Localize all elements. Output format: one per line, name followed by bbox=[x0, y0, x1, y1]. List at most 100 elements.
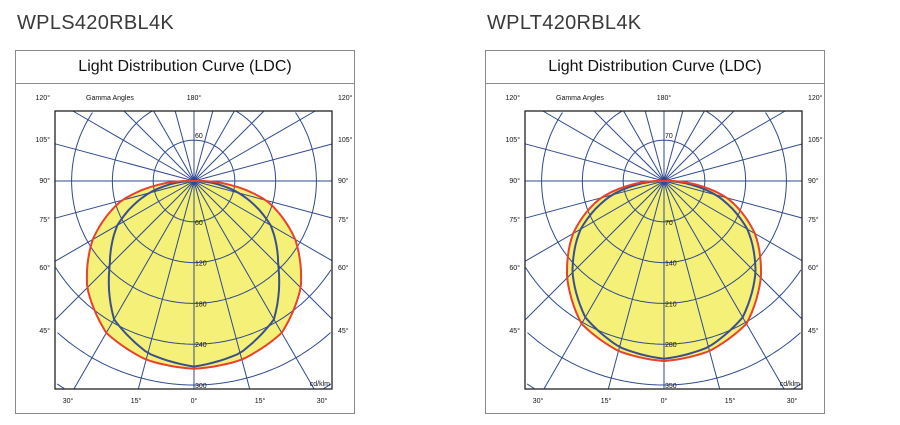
grid-spoke bbox=[663, 143, 803, 182]
ring-label: 180 bbox=[195, 301, 207, 308]
angle-label: 75° bbox=[509, 216, 520, 224]
angle-label: 90° bbox=[808, 177, 819, 185]
grid-spoke bbox=[524, 143, 665, 182]
ring-label: 140 bbox=[665, 261, 677, 268]
grid-spoke bbox=[542, 110, 665, 182]
angle-label: 75° bbox=[338, 216, 349, 224]
grid-spoke bbox=[644, 110, 665, 182]
angle-label: 15° bbox=[131, 397, 142, 405]
grid-ring bbox=[55, 267, 332, 345]
grid-spoke bbox=[193, 180, 333, 320]
angle-label: 0° bbox=[661, 397, 668, 405]
axis-label: Gamma Angles bbox=[556, 95, 604, 102]
plot-frame bbox=[54, 110, 333, 390]
angle-label: 45° bbox=[509, 327, 520, 335]
intensity-curve bbox=[85, 180, 303, 370]
grid-spoke bbox=[123, 110, 195, 182]
chart-title: Light Distribution Curve (LDC) bbox=[486, 51, 824, 84]
angle-label: 60° bbox=[39, 264, 50, 272]
ring-label: 240 bbox=[195, 342, 207, 349]
grid-spoke bbox=[193, 110, 316, 182]
angle-label: 15° bbox=[601, 397, 612, 405]
grid-spoke bbox=[593, 110, 665, 182]
angle-label: 60° bbox=[808, 264, 819, 272]
grid-spoke bbox=[73, 180, 195, 390]
grid-spoke bbox=[54, 180, 195, 262]
grid-ring bbox=[541, 112, 787, 304]
plot-area bbox=[54, 110, 333, 390]
grid-spoke bbox=[193, 180, 251, 390]
grid-spoke bbox=[54, 180, 195, 321]
grid-ring bbox=[581, 110, 747, 264]
grid-spoke bbox=[663, 110, 735, 182]
grid-spoke bbox=[524, 180, 665, 321]
grid-spoke bbox=[663, 180, 803, 320]
grid-ring bbox=[525, 267, 802, 345]
grid-ring bbox=[527, 332, 801, 386]
axis-label: Gamma Angles bbox=[86, 95, 134, 102]
angle-label: 60° bbox=[509, 264, 520, 272]
grid-ring bbox=[71, 112, 317, 304]
grid-spoke bbox=[193, 110, 214, 182]
grid-spoke bbox=[543, 180, 665, 390]
angle-label: 30° bbox=[63, 397, 74, 405]
grid-spoke bbox=[663, 180, 785, 390]
grid-spoke bbox=[524, 180, 665, 262]
angle-label: 0° bbox=[191, 397, 198, 405]
grid-spoke bbox=[54, 143, 195, 182]
angle-label: 105° bbox=[506, 136, 521, 144]
angle-label: 45° bbox=[338, 327, 349, 335]
model-name-left: WPLS420RBL4K bbox=[17, 12, 175, 34]
grid-spoke bbox=[72, 110, 195, 182]
grid-spoke bbox=[174, 110, 195, 182]
ring-label: 70 bbox=[665, 133, 673, 140]
angle-label: 120° bbox=[506, 94, 521, 102]
grid-ring bbox=[57, 332, 331, 386]
angle-label: 105° bbox=[338, 136, 353, 144]
angle-label: 15° bbox=[255, 397, 266, 405]
angle-label: 90° bbox=[509, 177, 520, 185]
grid-ring bbox=[526, 383, 802, 390]
grid-spoke bbox=[193, 143, 333, 182]
angle-label: 60° bbox=[338, 264, 349, 272]
ring-label: 60 bbox=[195, 220, 203, 227]
angle-label: 90° bbox=[338, 177, 349, 185]
angle-label: 15° bbox=[725, 397, 736, 405]
grid-spoke bbox=[663, 180, 803, 219]
angle-label: 90° bbox=[39, 177, 50, 185]
grid-ring bbox=[56, 383, 332, 390]
angle-label: 75° bbox=[39, 216, 50, 224]
ring-label: 300 bbox=[195, 383, 207, 390]
angle-label: 105° bbox=[36, 136, 51, 144]
angle-label: 30° bbox=[787, 397, 798, 405]
grid-spoke bbox=[663, 110, 705, 182]
intensity-curve bbox=[566, 180, 762, 363]
intensity-curve bbox=[107, 179, 281, 368]
ring-label: 210 bbox=[665, 301, 677, 308]
grid-spoke bbox=[193, 110, 235, 182]
grid-spoke bbox=[137, 180, 195, 390]
ring-label: 120 bbox=[195, 261, 207, 268]
grid-spoke bbox=[663, 110, 786, 182]
model-name-right: WPLT420RBL4K bbox=[487, 12, 642, 34]
unit-label: cd/klm bbox=[310, 381, 330, 388]
angle-label: 30° bbox=[533, 397, 544, 405]
plot-frame bbox=[524, 110, 803, 390]
grid-spoke bbox=[193, 180, 333, 262]
angle-label: 180° bbox=[657, 94, 672, 102]
ring-label: 70 bbox=[665, 220, 673, 227]
grid-spoke bbox=[193, 110, 265, 182]
angle-label: 180° bbox=[187, 94, 202, 102]
angle-label: 30° bbox=[317, 397, 328, 405]
ldc-panel-left: Light Distribution Curve (LDC) 60 60 120 18… bbox=[15, 50, 355, 414]
ldc-chart-left: 60 60 120 180 240 300 180° Gamma Angles 120° 120°… bbox=[36, 94, 353, 405]
grid-spoke bbox=[607, 180, 665, 390]
ring-label: 60 bbox=[195, 133, 203, 140]
angle-label: 105° bbox=[808, 136, 823, 144]
angle-label: 45° bbox=[39, 327, 50, 335]
ring-label: 350 bbox=[665, 383, 677, 390]
angle-label: 75° bbox=[808, 216, 819, 224]
angle-label: 120° bbox=[808, 94, 823, 102]
unit-label: cd/klm bbox=[780, 381, 800, 388]
chart-title: Light Distribution Curve (LDC) bbox=[16, 51, 354, 84]
